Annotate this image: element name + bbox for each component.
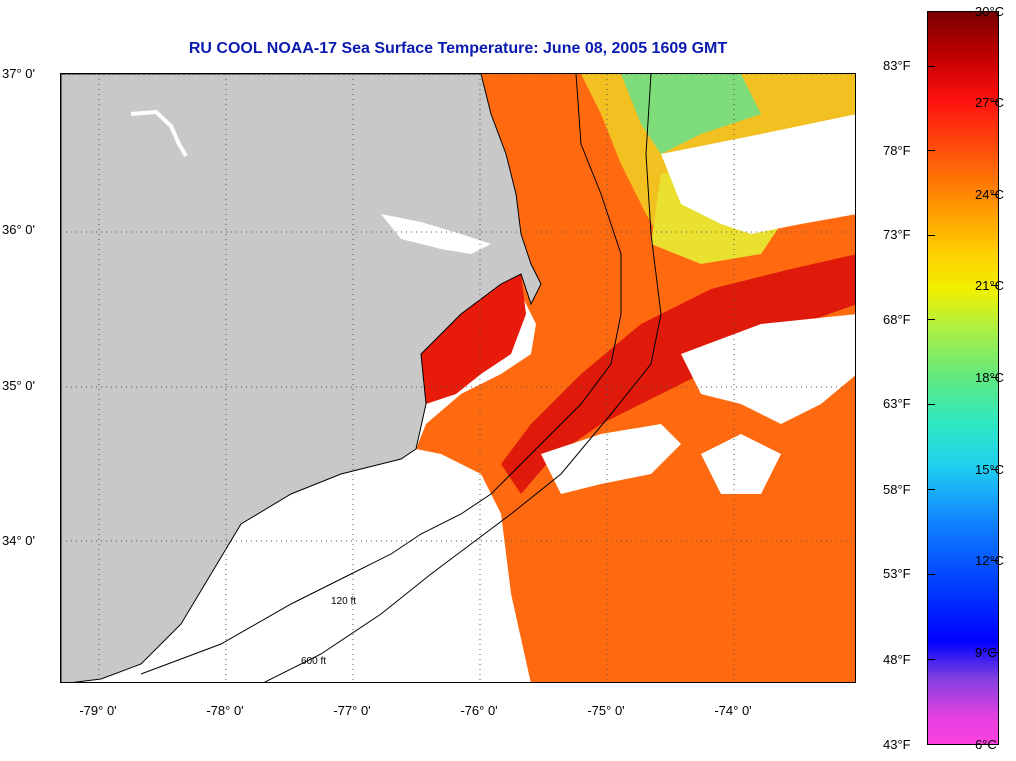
- sst-map: 120 ft 600 ft: [60, 73, 856, 683]
- f-tick-53: 53°F: [883, 566, 911, 581]
- c-tick-24: 24°C: [975, 187, 1005, 202]
- c-tick-15: 15°C: [975, 462, 1005, 477]
- lon-label-77: -77° 0': [333, 703, 371, 718]
- cold-water-north: [621, 74, 761, 154]
- c-tick-30: 30°C: [975, 4, 1005, 19]
- lon-label-74: -74° 0': [714, 703, 752, 718]
- cloud-offshore-east: [681, 314, 855, 424]
- c-tick-9: 9°C: [975, 645, 997, 660]
- lat-label-34: 34° 0': [2, 533, 35, 548]
- c-tick-27: 27°C: [975, 95, 1005, 110]
- f-tick-73: 73°F: [883, 227, 911, 242]
- contour-600ft: [263, 74, 662, 682]
- f-tick-43: 43°F: [883, 737, 911, 752]
- pamlico-sound: [421, 274, 526, 404]
- cloud-offshore-north: [661, 114, 855, 234]
- contour-label-120: 120 ft: [331, 596, 356, 607]
- lat-label-35: 35° 0': [2, 378, 35, 393]
- sst-map-graphic: 120 ft 600 ft: [61, 74, 855, 682]
- f-tick-78: 78°F: [883, 143, 911, 158]
- c-tick-21: 21°C: [975, 278, 1005, 293]
- graticule: [61, 74, 855, 682]
- cloud-southeast: [701, 434, 781, 494]
- c-tick-18: 18°C: [975, 370, 1005, 385]
- inland-sound: [381, 214, 491, 254]
- gulf-stream-core: [501, 254, 855, 494]
- f-tick-63: 63°F: [883, 396, 911, 411]
- f-tick-58: 58°F: [883, 482, 911, 497]
- lon-label-78: -78° 0': [206, 703, 244, 718]
- lon-label-75: -75° 0': [587, 703, 625, 718]
- f-tick-68: 68°F: [883, 312, 911, 327]
- c-tick-12: 12°C: [975, 553, 1005, 568]
- lat-label-36: 36° 0': [2, 222, 35, 237]
- c-tick-6: 6°C: [975, 737, 997, 752]
- lon-label-76: -76° 0': [460, 703, 498, 718]
- f-tick-48: 48°F: [883, 652, 911, 667]
- f-tick-83: 83°F: [883, 58, 911, 73]
- cloud-south: [541, 424, 681, 494]
- contour-label-600: 600 ft: [301, 656, 326, 667]
- lat-label-37: 37° 0': [2, 66, 35, 81]
- contour-120ft: [140, 74, 622, 675]
- map-title: RU COOL NOAA-17 Sea Surface Temperature:…: [188, 40, 728, 57]
- inland-river: [130, 109, 188, 158]
- lon-label-79: -79° 0': [79, 703, 117, 718]
- temperature-colorbar: [927, 11, 999, 745]
